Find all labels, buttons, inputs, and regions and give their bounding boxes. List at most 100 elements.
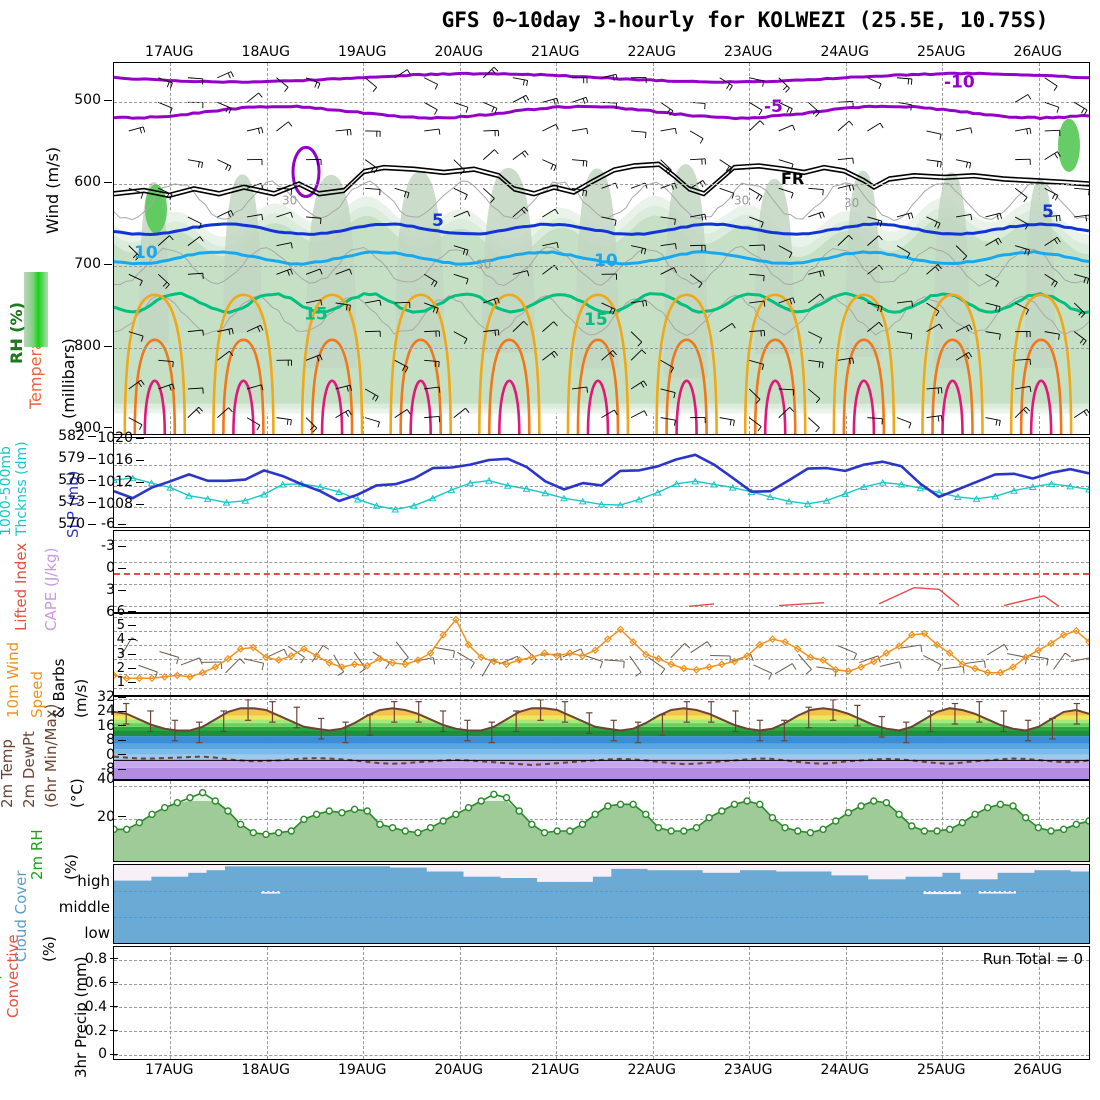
date-label-18aug: 18AUG bbox=[241, 1062, 291, 1078]
gridline-vertical bbox=[1038, 531, 1040, 612]
gridline-vertical bbox=[652, 531, 654, 612]
cloud-bar-high bbox=[831, 865, 851, 876]
cloud-bar-high bbox=[316, 865, 336, 867]
panel-upper-air[interactable]: -10 -5 5 5 10 10 15 15 30 30 30 30 FR bbox=[113, 62, 1090, 435]
date-label-19aug: 19AUG bbox=[338, 44, 387, 60]
ytick-wind-1: 1 bbox=[84, 675, 136, 690]
gridline-horizontal bbox=[114, 1054, 1089, 1056]
cloud-bar-high bbox=[555, 865, 575, 882]
cloud-bar-high bbox=[334, 865, 354, 867]
cloud-bar-high bbox=[481, 865, 501, 877]
panel-2m-rh[interactable] bbox=[113, 780, 1090, 862]
ytick-rh-40: 40 bbox=[74, 771, 126, 787]
temp-30c bbox=[852, 379, 876, 434]
gridline-horizontal bbox=[114, 584, 1089, 586]
temp--5c bbox=[114, 104, 1089, 121]
gridline-vertical bbox=[652, 947, 654, 1059]
label-convective: Convective bbox=[4, 934, 22, 1018]
contour-label: -5 bbox=[764, 97, 783, 117]
panel-3hr-precip[interactable]: Run Total = 0 bbox=[113, 946, 1090, 1060]
ytick-wind-5: 5 bbox=[84, 618, 136, 633]
cloud-bar-high bbox=[721, 865, 741, 873]
cloud-bar-high bbox=[997, 865, 1017, 873]
temp-5c bbox=[114, 222, 1089, 236]
contour-label: 10 bbox=[134, 243, 158, 263]
cloud-bar-high bbox=[941, 865, 961, 873]
cloud-bar-high bbox=[757, 865, 777, 871]
gridline-vertical bbox=[170, 947, 172, 1059]
cloud-bar-high bbox=[923, 865, 943, 877]
cloud-bar-high bbox=[463, 865, 483, 877]
panel-2m-temp-dewpoint[interactable] bbox=[113, 696, 1090, 780]
temp-30c bbox=[1029, 379, 1053, 434]
panel-thickness-slp[interactable] bbox=[113, 437, 1090, 528]
temp-30c bbox=[941, 379, 964, 434]
contour-label: 30 bbox=[282, 194, 297, 208]
ytick-precip-0p2: 0.2 bbox=[66, 1023, 118, 1039]
cloud-bar-middle bbox=[261, 891, 281, 894]
ytick-temp-24: 24 bbox=[74, 703, 126, 719]
temp-25c bbox=[753, 338, 797, 434]
cloud-bar-high bbox=[297, 865, 317, 867]
ytick-wind-3: 3 bbox=[84, 647, 136, 662]
cloud-bar-high bbox=[684, 865, 704, 871]
date-label-17aug: 17AUG bbox=[145, 44, 194, 60]
gridline-vertical bbox=[266, 614, 268, 695]
gridline-vertical bbox=[363, 947, 365, 1059]
panel-10m-wind[interactable] bbox=[113, 613, 1090, 696]
cloud-bar-high bbox=[629, 865, 649, 869]
cloud-bar-middle bbox=[923, 891, 943, 895]
gridline-horizontal bbox=[114, 785, 1089, 787]
cloud-bar-high bbox=[1033, 865, 1053, 871]
date-label-21aug: 21AUG bbox=[531, 1062, 580, 1078]
gridline-vertical bbox=[459, 438, 461, 527]
contour-label: FR bbox=[781, 169, 804, 188]
date-label-19aug: 19AUG bbox=[338, 1062, 387, 1078]
panel-cloud-cover[interactable] bbox=[113, 864, 1090, 944]
label-rh-percent: RH (%) bbox=[7, 302, 26, 364]
label-2m-temp: 2m Temp bbox=[0, 739, 16, 808]
date-label-20aug: 20AUG bbox=[434, 44, 484, 60]
gridline-vertical bbox=[556, 947, 558, 1059]
temp-25c bbox=[310, 338, 354, 434]
cloud-bar-high bbox=[813, 865, 833, 872]
temp-30c bbox=[675, 379, 698, 434]
contour-label: 15 bbox=[304, 304, 328, 324]
contour-label: 15 bbox=[584, 310, 608, 330]
cloud-bar-high bbox=[592, 865, 612, 877]
ytick-li-3: 3 bbox=[74, 582, 126, 598]
ytick-li-neg3: -3 bbox=[74, 538, 126, 554]
gridline-horizontal bbox=[114, 1031, 1089, 1032]
label-10m-wind: 10m Wind bbox=[4, 641, 22, 718]
ytick-wind-6: 6 bbox=[84, 604, 136, 619]
date-label-17aug: 17AUG bbox=[145, 1062, 194, 1078]
gridline-horizontal bbox=[114, 606, 1089, 608]
gridline-vertical bbox=[1038, 614, 1040, 695]
ytick-wind-4: 4 bbox=[84, 632, 136, 647]
gridline-vertical bbox=[363, 531, 365, 612]
label-cape-jkg: CAPE (J/kg) bbox=[42, 547, 60, 631]
gridline-horizontal bbox=[114, 562, 1089, 564]
cloud-bar-high bbox=[205, 865, 225, 871]
gridline-vertical bbox=[266, 781, 268, 861]
gridline-vertical bbox=[942, 614, 944, 695]
gridline-horizontal bbox=[114, 983, 1089, 985]
ytick-temp-neg8: -8 bbox=[74, 761, 126, 777]
gridline-vertical bbox=[363, 614, 365, 695]
date-label-24aug: 24AUG bbox=[820, 44, 869, 60]
label-2m-rh: 2m RH bbox=[28, 829, 46, 880]
panel-cape-lifted-index[interactable] bbox=[113, 530, 1090, 613]
cloud-bar-high bbox=[389, 865, 409, 868]
cloud-bar-high bbox=[886, 865, 906, 880]
lifted-index-zero-line bbox=[114, 573, 1089, 576]
gridline-vertical bbox=[652, 438, 654, 527]
freezing-level-line bbox=[114, 161, 1089, 199]
temp-line bbox=[114, 707, 1089, 732]
contour-label: -10 bbox=[944, 73, 975, 93]
cloud-bar-high bbox=[776, 865, 796, 872]
ytick-thickness-582: 582 bbox=[44, 428, 96, 444]
gridline-horizontal bbox=[114, 673, 1089, 675]
lifted-index-trace bbox=[688, 587, 1060, 608]
label-wind-ms: Wind (m/s) bbox=[43, 146, 62, 234]
ytick-thickness-570: 570 bbox=[44, 516, 96, 532]
